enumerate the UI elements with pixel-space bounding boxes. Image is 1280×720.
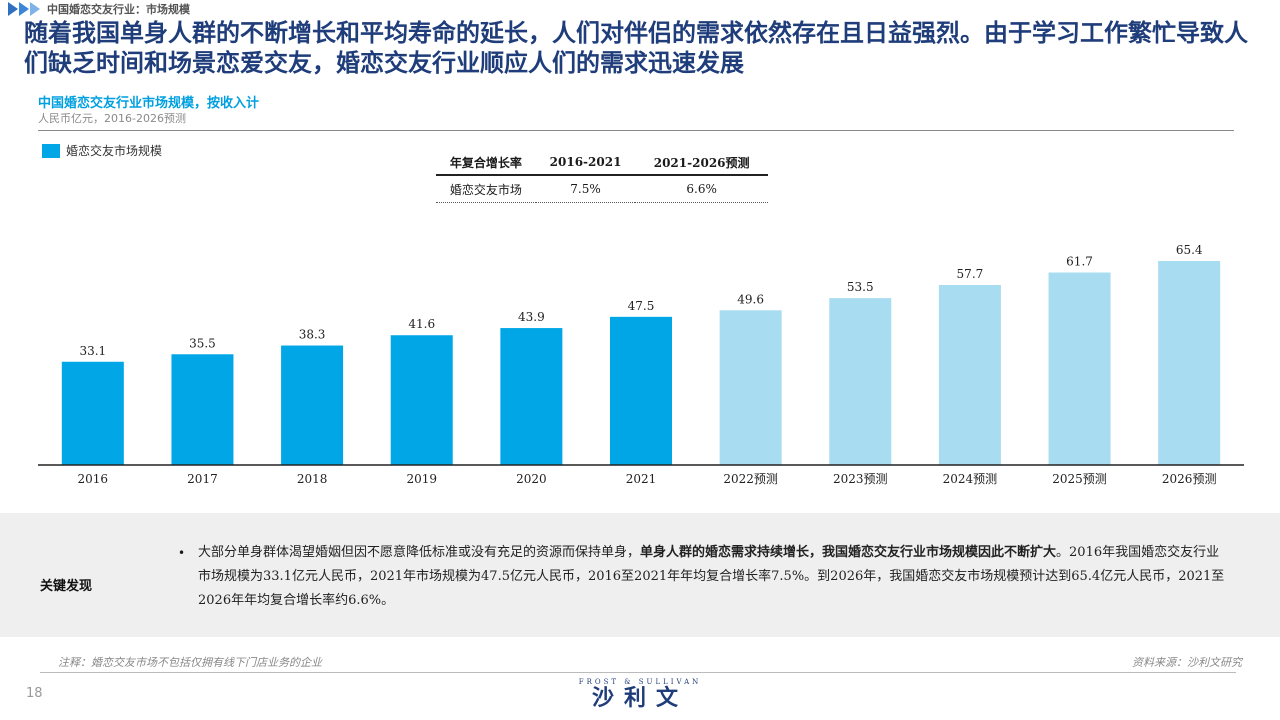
data-label-9: 61.7 <box>1066 255 1093 269</box>
x-tick-label-10: 2026预测 <box>1162 472 1217 486</box>
legend-label: 婚恋交友市场规模 <box>66 144 163 158</box>
bar-5 <box>610 316 672 465</box>
data-label-0: 33.1 <box>79 344 106 358</box>
findings-text: 大部分单身群体渴望婚姻但因不愿意降低标准或没有充足的资源而保持单身，单身人群的婚… <box>198 541 1230 613</box>
footnote: 注释：婚恋交友市场不包括仅拥有线下门店业务的企业 <box>58 656 322 669</box>
cagr-header-period-2: 2021-2026预测 <box>635 150 768 176</box>
data-label-10: 65.4 <box>1176 243 1203 257</box>
bar-4 <box>500 328 563 465</box>
logo-english: FROST & SULLIVAN <box>578 678 702 686</box>
bar-8 <box>938 285 1001 465</box>
cagr-table: 年复合增长率 2016-2021 2021-2026预测 婚恋交友市场 7.5%… <box>436 150 768 203</box>
bar-chart: 33.1 2016 35.5 2017 38.3 2018 41.6 2019 43.9 2020… <box>38 243 1244 486</box>
page-number: 18 <box>26 686 43 701</box>
chart-legend: 婚恋交友市场规模 <box>42 142 162 159</box>
data-label-6: 49.6 <box>737 292 764 306</box>
bar-9 <box>1048 272 1111 465</box>
bar-10 <box>1158 261 1221 465</box>
cagr-value-2: 6.6% <box>635 175 768 203</box>
data-label-4: 43.9 <box>518 310 545 324</box>
findings-text-bold: 单身人群的婚恋需求持续增长，我国婚恋交友行业市场规模因此不断扩大 <box>640 545 1057 560</box>
x-tick-label-1: 2017 <box>187 472 218 486</box>
logo-chinese: 沙利文 <box>591 686 688 711</box>
page-headline: 随着我国单身人群的不断增长和平均寿命的延长，人们对伴侣的需求依然存在且日益强烈。… <box>24 18 1248 77</box>
chart-subtitle: 人民币亿元，2016-2026预测 <box>38 112 186 125</box>
cagr-table-header-row: 年复合增长率 2016-2021 2021-2026预测 <box>436 150 768 176</box>
bar-1 <box>171 354 234 465</box>
data-label-3: 41.6 <box>408 317 435 331</box>
section-label: 中国婚恋交友行业：市场规模 <box>8 2 190 16</box>
bullet-icon: • <box>178 546 186 560</box>
cagr-table-row: 婚恋交友市场 7.5% 6.6% <box>436 175 768 203</box>
data-label-7: 53.5 <box>847 280 874 294</box>
cagr-header-label: 年复合增长率 <box>436 150 536 176</box>
chevron-arrows-icon <box>8 2 41 16</box>
x-tick-label-3: 2019 <box>406 472 437 486</box>
x-tick-label-6: 2022预测 <box>723 472 778 486</box>
chart-title: 中国婚恋交友行业市场规模，按收入计 <box>38 96 260 111</box>
x-tick-label-4: 2020 <box>516 472 547 486</box>
data-label-5: 47.5 <box>628 299 655 313</box>
x-tick-label-5: 2021 <box>626 472 657 486</box>
data-label-8: 57.7 <box>957 267 984 281</box>
x-tick-label-0: 2016 <box>78 472 109 486</box>
bar-7 <box>829 298 892 465</box>
source-note: 资料来源：沙利文研究 <box>1132 656 1242 669</box>
findings-text-part-1: 大部分单身群体渴望婚姻但因不愿意降低标准或没有充足的资源而保持单身， <box>198 545 641 560</box>
key-findings-panel: 关键发现 • 大部分单身群体渴望婚姻但因不愿意降低标准或没有充足的资源而保持单身… <box>0 513 1280 637</box>
data-label-2: 38.3 <box>299 328 326 342</box>
section-label-text: 中国婚恋交友行业：市场规模 <box>47 3 190 16</box>
findings-label: 关键发现 <box>40 579 93 594</box>
data-label-1: 35.5 <box>189 336 216 350</box>
bar-0 <box>61 361 124 465</box>
footer-divider <box>40 672 1236 673</box>
title-divider <box>38 130 1234 131</box>
x-tick-label-9: 2025预测 <box>1052 472 1107 486</box>
x-tick-label-8: 2024预测 <box>943 472 998 486</box>
cagr-row-label: 婚恋交友市场 <box>436 175 536 203</box>
cagr-header-period-1: 2016-2021 <box>535 150 636 176</box>
cagr-value-1: 7.5% <box>535 175 636 203</box>
bar-2 <box>281 345 344 465</box>
bar-3 <box>390 335 453 465</box>
bar-6 <box>719 310 782 465</box>
x-tick-label-2: 2018 <box>297 472 328 486</box>
findings-text-part-2: 。2016年我国婚恋交友行业市场规模为33.1亿元人民币，2021年市场规模为4… <box>198 545 1225 608</box>
legend-swatch <box>42 143 60 158</box>
x-tick-label-7: 2023预测 <box>833 472 888 486</box>
frost-sullivan-logo: FROST & SULLIVAN 沙利文 <box>572 678 708 712</box>
